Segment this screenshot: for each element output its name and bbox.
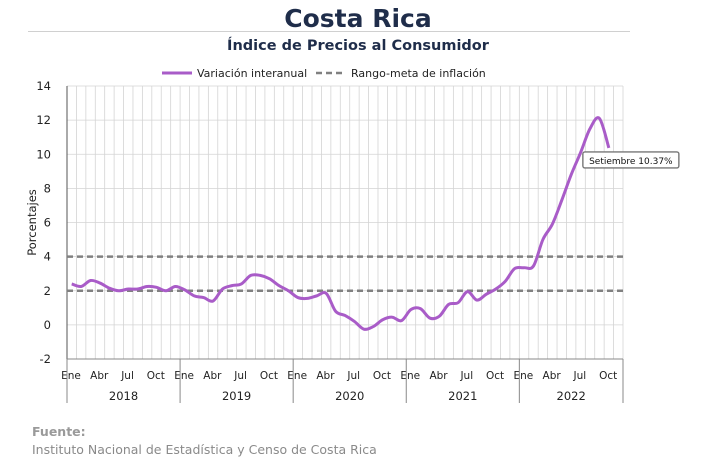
y-tick-label: -2 bbox=[40, 352, 51, 366]
x-tick-label: Jul bbox=[573, 370, 587, 382]
x-tick-label: Ene bbox=[174, 370, 194, 382]
y-tick-label: 0 bbox=[44, 318, 51, 332]
x-tick-label: Ene bbox=[61, 370, 81, 382]
year-label: 2021 bbox=[448, 389, 477, 403]
y-tick-label: 2 bbox=[44, 284, 51, 298]
x-tick-label: Oct bbox=[599, 370, 617, 382]
y-tick-label: 10 bbox=[36, 147, 51, 161]
x-tick-label: Ene bbox=[513, 370, 533, 382]
title-divider bbox=[28, 31, 630, 32]
x-tick-label: Jul bbox=[120, 370, 134, 382]
x-tick-label: Abr bbox=[90, 370, 109, 382]
y-axis-title: Porcentajes bbox=[25, 189, 39, 256]
y-tick-label: 14 bbox=[36, 79, 51, 93]
x-tick-label: Abr bbox=[203, 370, 222, 382]
x-tick-label: Oct bbox=[373, 370, 391, 382]
x-tick-label: Abr bbox=[429, 370, 448, 382]
x-tick-label: Jul bbox=[346, 370, 360, 382]
y-tick-label: 8 bbox=[44, 181, 51, 195]
annotation-label: Setiembre 10.37% bbox=[589, 157, 673, 167]
x-tick-label: Oct bbox=[486, 370, 504, 382]
line-chart: -2 0 2 4 6 8 10 12 14 Porcentajes Ene Abr Jul Oct Ene A… bbox=[25, 67, 680, 403]
x-tick-label: Abr bbox=[543, 370, 562, 382]
x-tick-label: Oct bbox=[147, 370, 165, 382]
legend-label-rango: Rango-meta de inflación bbox=[351, 67, 486, 80]
series-line-variacion-interanual bbox=[71, 116, 611, 331]
chart-subtitle: Índice de Precios al Consumidor bbox=[227, 38, 489, 54]
y-tick-label: 6 bbox=[44, 216, 51, 230]
year-label: 2019 bbox=[222, 389, 251, 403]
annotation-box bbox=[582, 151, 680, 169]
x-tick-label: Abr bbox=[316, 370, 335, 382]
x-tick-label: Jul bbox=[459, 370, 473, 382]
y-tick-label: 4 bbox=[44, 250, 51, 264]
chart-title: Costa Rica bbox=[284, 4, 432, 33]
year-label: 2022 bbox=[557, 389, 586, 403]
x-tick-label: Ene bbox=[400, 370, 420, 382]
source-text: Instituto Nacional de Estadística y Cens… bbox=[32, 442, 377, 457]
x-tick-label: Jul bbox=[233, 370, 247, 382]
legend-label-variacion: Variación interanual bbox=[197, 67, 307, 80]
year-label: 2020 bbox=[335, 389, 364, 403]
x-tick-label: Oct bbox=[260, 370, 278, 382]
year-label: 2018 bbox=[109, 389, 138, 403]
x-tick-label: Ene bbox=[287, 370, 307, 382]
y-tick-label: 12 bbox=[36, 113, 51, 127]
source-label: Fuente: bbox=[32, 424, 86, 439]
